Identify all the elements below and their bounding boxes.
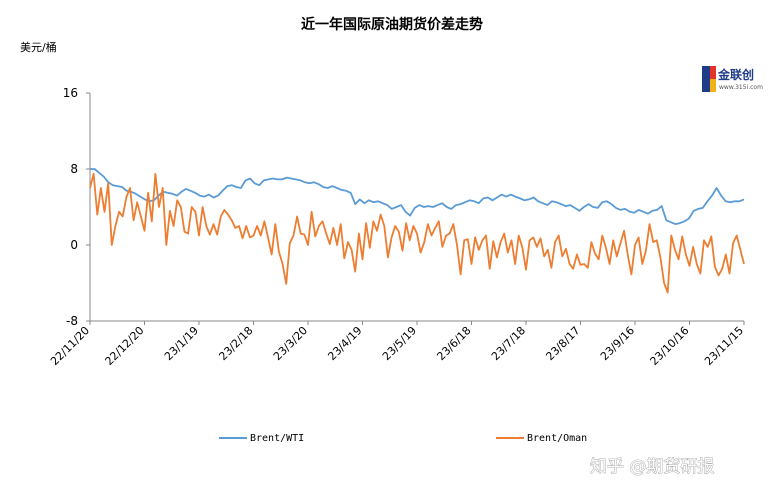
logo-url: www.315i.com [719, 84, 763, 91]
y-tick-label: 0 [70, 238, 78, 252]
x-tick-label: 23/7/18 [489, 324, 528, 363]
x-tick-label: 23/10/16 [647, 324, 691, 368]
x-tick-label: 23/4/19 [325, 324, 364, 363]
x-tick-label: 23/8/17 [543, 324, 582, 363]
logo-block-blue [702, 66, 710, 92]
watermark: 知乎 @期货研报 [590, 457, 714, 477]
logo-name: 金联创 [717, 67, 754, 82]
x-tick-label: 23/9/16 [598, 324, 637, 363]
series-line-brent-wti [90, 168, 745, 226]
logo-block-yellow [710, 79, 716, 92]
x-tick-label: 23/1/19 [162, 324, 201, 363]
series-line-brent-oman [89, 172, 745, 294]
chart-title: 近一年国际原油期货价差走势 [301, 16, 483, 33]
y-axis-unit: 美元/桶 [20, 40, 57, 54]
x-tick-label: 23/6/18 [434, 324, 473, 363]
legend-label-brent-oman: Brent/Oman [527, 433, 587, 444]
y-tick-label: 16 [63, 86, 78, 100]
x-tick-label: 22/12/20 [102, 324, 146, 368]
legend-label-brent-wti: Brent/WTI [250, 433, 304, 444]
y-tick-label: -8 [66, 314, 78, 328]
brand-logo: 金联创 www.315i.com [702, 66, 763, 92]
x-tick-label: 23/11/15 [702, 324, 746, 368]
y-tick-label: 8 [70, 162, 78, 176]
x-tick-label: 22/11/20 [48, 324, 92, 368]
x-tick-label: 23/5/19 [380, 324, 419, 363]
legend: Brent/WTI Brent/Oman [219, 433, 587, 444]
logo-block-red [710, 66, 716, 79]
x-tick-label: 23/3/20 [271, 324, 310, 363]
plot-area: 16 8 0 -822/11/20 22/12/20 23/1/19 23/2/18 23/3… [48, 86, 746, 368]
x-tick-label: 23/2/18 [216, 324, 255, 363]
